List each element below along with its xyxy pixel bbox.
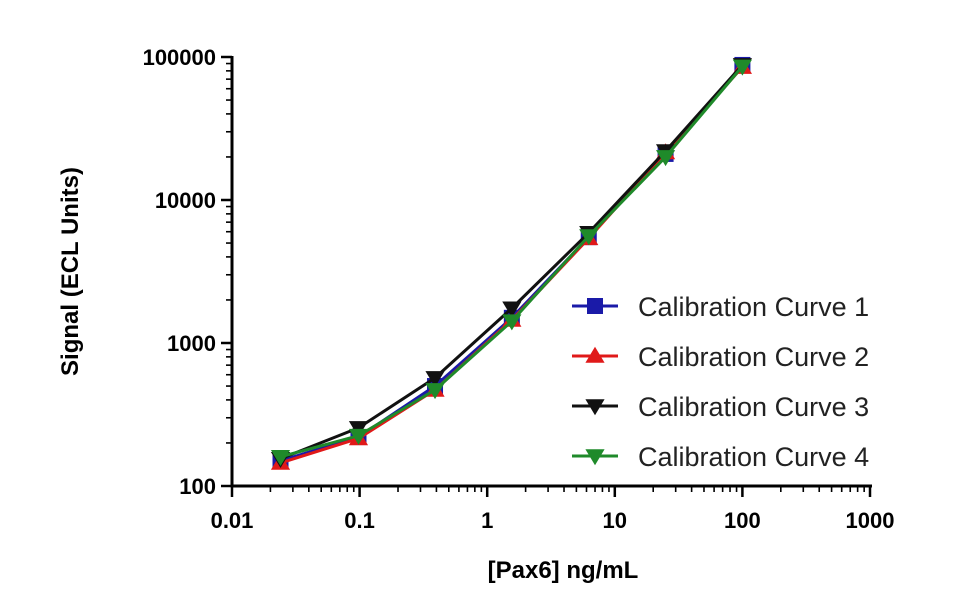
x-tick-label: 100: [724, 508, 761, 533]
x-tick-label: 10: [603, 508, 627, 533]
y-tick-label: 1000: [167, 331, 216, 356]
legend-label: Calibration Curve 2: [638, 342, 869, 372]
legend-item: Calibration Curve 2: [572, 342, 869, 372]
data-point: [425, 371, 445, 388]
data-point: [655, 150, 676, 167]
data-point: [502, 314, 522, 331]
axes: 0.01 0.1 1 10 100 1000 100 1000 10000 100000: [143, 45, 895, 533]
series-layer: [270, 56, 752, 470]
legend-marker: [585, 399, 605, 416]
legend-marker: [585, 346, 605, 363]
data-point: [502, 301, 522, 318]
x-tick-label: 0.01: [211, 508, 254, 533]
x-tick-label: 1: [481, 508, 493, 533]
y-tick-label: 10000: [155, 188, 216, 213]
legend-item: Calibration Curve 3: [572, 392, 869, 422]
y-tick-label: 100: [179, 474, 216, 499]
x-axis-title: [Pax6] ng/mL: [488, 557, 639, 584]
legend: Calibration Curve 1 Calibration Curve 2 Ca…: [572, 292, 869, 472]
data-point: [348, 428, 369, 445]
x-tick-label: 0.1: [344, 508, 375, 533]
legend-label: Calibration Curve 1: [638, 292, 869, 322]
legend-label: Calibration Curve 4: [638, 442, 869, 472]
y-axis-title: Signal (ECL Units): [57, 167, 84, 376]
legend-label: Calibration Curve 3: [638, 392, 869, 422]
data-point: [425, 383, 445, 400]
y-tick-label: 100000: [143, 45, 216, 70]
series-4: [270, 59, 752, 467]
legend-marker: [587, 298, 603, 314]
data-point: [270, 450, 291, 467]
legend-item: Calibration Curve 1: [572, 292, 869, 322]
data-point: [732, 59, 752, 76]
legend-item: Calibration Curve 4: [572, 442, 869, 472]
data-point: [579, 229, 599, 246]
x-tick-label: 1000: [846, 508, 895, 533]
legend-marker: [585, 449, 605, 466]
